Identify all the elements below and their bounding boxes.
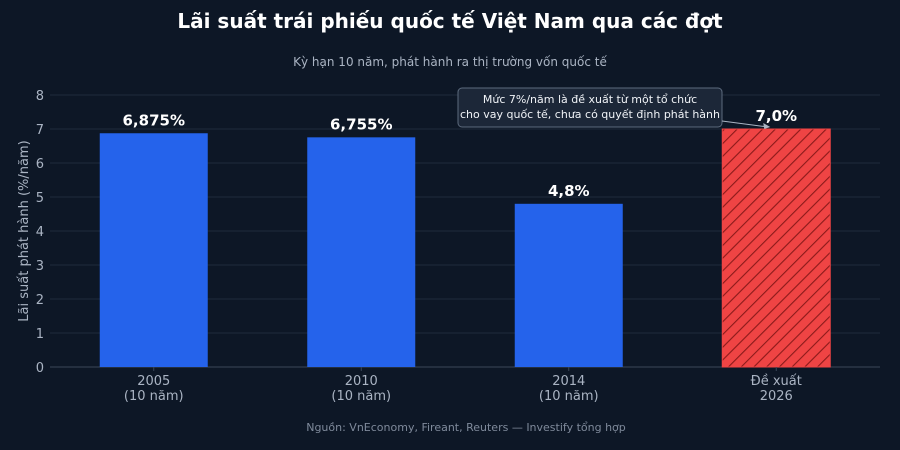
y-tick-label: 6 <box>36 157 44 172</box>
data-label: 6,875% <box>123 111 185 129</box>
y-tick-label: 8 <box>36 89 44 104</box>
y-tick-label: 4 <box>36 225 44 240</box>
x-tick-label: 2010 <box>345 374 378 389</box>
y-axis-ticks: 0 1 2 3 4 5 6 7 8 <box>36 89 44 376</box>
annotation-arrow <box>721 120 769 128</box>
bar <box>99 133 208 367</box>
annotation-box <box>457 87 723 128</box>
y-tick-label: 1 <box>36 327 44 342</box>
annotation-text: Mức 7%/năm là đề xuất từ một tổ chức <box>483 93 697 106</box>
annotation: Mức 7%/năm là đề xuất từ một tổ chức cho … <box>457 87 771 129</box>
bar-proposal <box>721 128 831 368</box>
x-tick-label: (10 năm) <box>331 389 391 404</box>
y-tick-label: 0 <box>36 361 44 376</box>
x-tick-label: (10 năm) <box>539 389 599 404</box>
bars: 6,875% 6,755% 4,8% 7,0% <box>99 107 831 368</box>
x-tick-label: 2014 <box>552 374 585 389</box>
bar <box>514 203 623 367</box>
x-tick-label: (10 năm) <box>124 389 184 404</box>
annotation-text: cho vay quốc tế, chưa có quyết định phát… <box>460 108 720 121</box>
x-tick-label: 2026 <box>760 389 793 404</box>
source-note: Nguồn: VnEconomy, Fireant, Reuters — Inv… <box>306 421 626 434</box>
annotation-arrowhead <box>763 123 771 129</box>
chart-subtitle: Kỳ hạn 10 năm, phát hành ra thị trường v… <box>293 55 607 69</box>
y-tick-label: 3 <box>36 259 44 274</box>
y-tick-label: 7 <box>36 123 44 138</box>
chart-title: Lãi suất trái phiếu quốc tế Việt Nam qua… <box>177 9 723 33</box>
x-tick-label: Đề xuất <box>751 374 802 389</box>
data-label: 4,8% <box>548 182 590 200</box>
y-axis-label: Lãi suất phát hành (%/năm) <box>17 140 32 321</box>
y-tick-label: 5 <box>36 191 44 206</box>
bar <box>307 137 416 367</box>
data-label: 6,755% <box>330 115 392 133</box>
x-axis-ticks: 2005(10 năm)2010(10 năm)2014(10 năm)Đề x… <box>124 367 802 404</box>
data-label: 7,0% <box>755 107 797 125</box>
y-tick-label: 2 <box>36 293 44 308</box>
x-tick-label: 2005 <box>137 374 170 389</box>
